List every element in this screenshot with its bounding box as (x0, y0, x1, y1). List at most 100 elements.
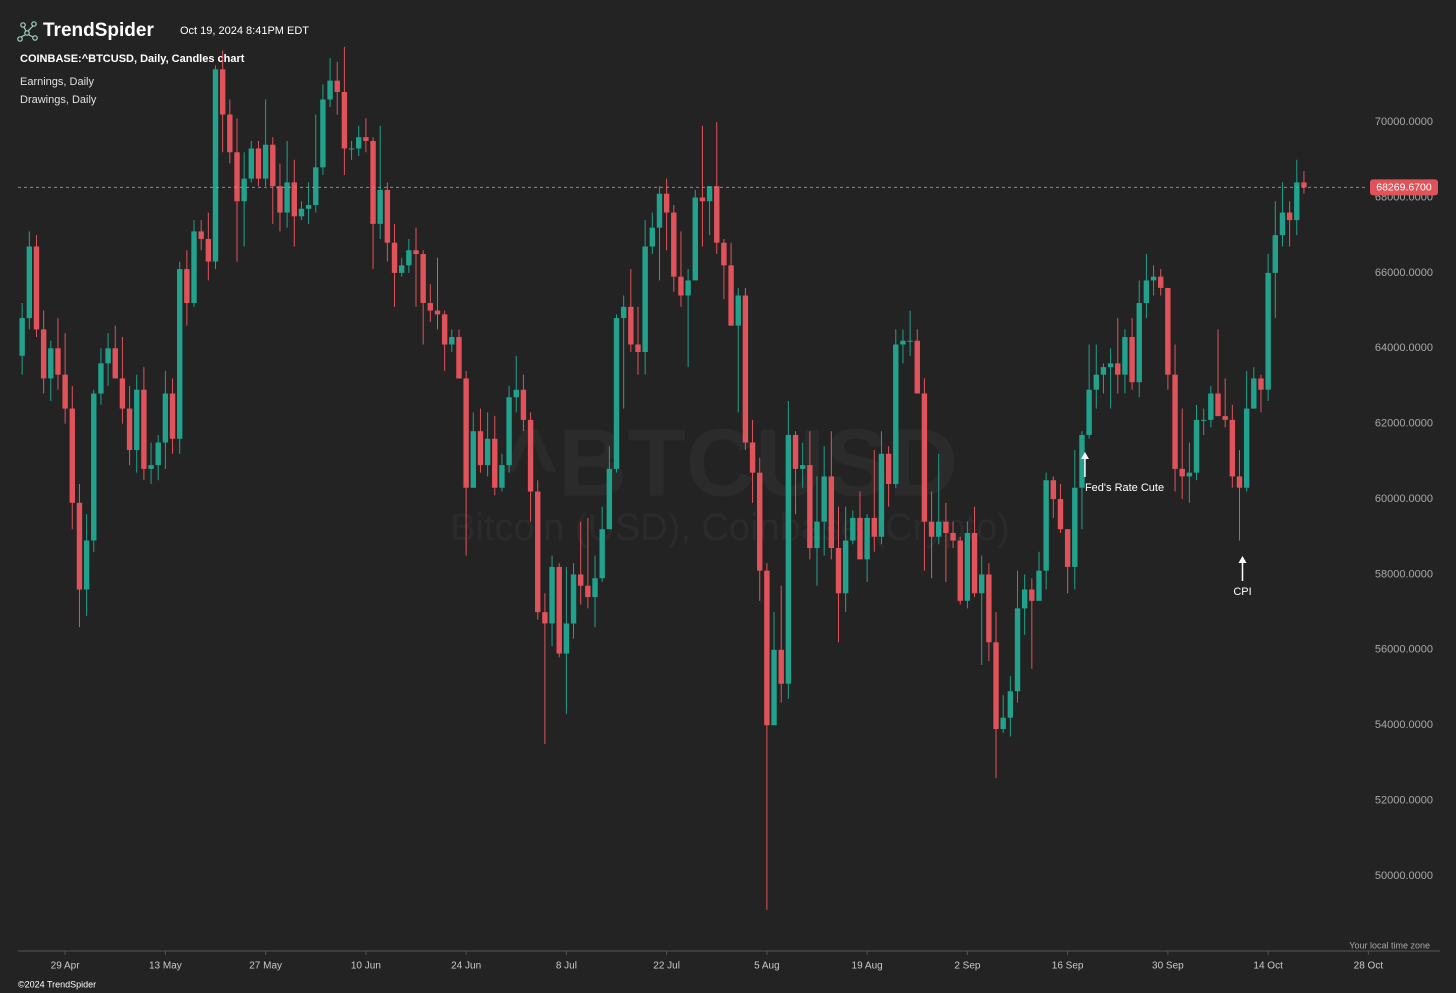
candle-body (993, 642, 999, 729)
x-tick-label: 5 Aug (754, 961, 780, 972)
candle-body (885, 453, 892, 484)
candle-body (1286, 212, 1293, 221)
candle-body (270, 144, 276, 187)
candle-body (928, 521, 935, 537)
candle-body (1129, 336, 1135, 383)
candle-body (327, 80, 333, 100)
candle-body (305, 205, 312, 209)
candle-body (527, 419, 534, 492)
candle-body (692, 197, 698, 281)
y-tick-label: 52000.0000 (1375, 795, 1433, 807)
candle-body (663, 193, 670, 213)
candle-body (1029, 589, 1035, 601)
candle-body (356, 137, 362, 149)
candle-body (456, 336, 462, 379)
logo-icon (17, 21, 38, 42)
candle-body (162, 393, 169, 443)
candle-body (434, 310, 441, 315)
candle-body (936, 521, 942, 537)
x-tick-label: 2 Sep (954, 961, 981, 972)
candle-body (398, 265, 405, 273)
candle-body (1079, 434, 1085, 488)
candle-body (477, 431, 484, 466)
candle-body (807, 465, 813, 549)
y-tick-label: 66000.0000 (1375, 267, 1433, 279)
timestamp: Oct 19, 2024 8:41PM EDT (180, 25, 309, 37)
watermark-name: Bitcoin (USD), Coinbase (Crypto) (450, 507, 1010, 549)
x-tick-label: 30 Sep (1152, 961, 1184, 972)
candle-body (1200, 419, 1207, 421)
x-tick-label: 14 Oct (1253, 961, 1283, 972)
candle-body (599, 529, 605, 579)
candle-body (48, 348, 54, 379)
candle-body (406, 250, 412, 266)
brand: TrendSpider (43, 20, 154, 41)
candle-body (241, 178, 247, 202)
candle-body (835, 548, 842, 594)
candle-body (921, 393, 928, 522)
candle-body (1000, 717, 1006, 729)
candle-body (413, 250, 419, 255)
candle-body (907, 340, 913, 342)
candle-body (155, 442, 161, 466)
candle-body (964, 532, 971, 601)
candle-body (850, 517, 856, 541)
candle-body (484, 438, 491, 466)
candle-body (771, 649, 777, 726)
candle-body (1115, 363, 1121, 375)
candle-body (492, 438, 498, 488)
candle-body (1179, 468, 1185, 477)
candle-body (449, 336, 455, 345)
candle-body (119, 378, 126, 409)
candle-body (979, 574, 985, 594)
candle-body (578, 574, 584, 586)
last-price-label: 68269.6700 (1376, 182, 1432, 194)
candle-body (1036, 570, 1042, 601)
candle-body (248, 148, 255, 179)
annotation-text: Fed's Rate Cute (1085, 482, 1164, 494)
candle-body (427, 303, 434, 311)
candle-body (520, 389, 527, 420)
candle-body (1072, 487, 1078, 567)
candle-body (635, 344, 641, 353)
candle-body (642, 246, 648, 353)
candle-body (320, 99, 326, 168)
candle-body (1243, 408, 1250, 488)
candle-body (141, 389, 147, 469)
candle-body (1193, 419, 1200, 473)
candle-body (1301, 182, 1307, 188)
candle-body (284, 182, 290, 213)
candle-body (628, 306, 634, 345)
candle-body (1064, 529, 1071, 567)
candle-body (176, 269, 183, 439)
candle-body (1136, 303, 1142, 383)
candle-body (377, 189, 383, 224)
x-tick-label: 10 Jun (351, 961, 381, 972)
candle-body (1279, 212, 1286, 236)
candle-body (742, 295, 749, 443)
candle-body (1086, 389, 1092, 435)
candle-body (785, 434, 792, 684)
candle-body (348, 148, 355, 150)
candle-body (1265, 272, 1271, 390)
candle-body (914, 340, 920, 394)
candle-body (255, 148, 262, 179)
candle-body (1158, 276, 1164, 288)
candle-body (864, 517, 870, 560)
candle-body (1122, 336, 1128, 375)
candle-body (262, 144, 269, 179)
candle-body (1100, 367, 1107, 375)
candle-body (943, 521, 949, 533)
candle-body (391, 242, 398, 273)
chart-label: COINBASE:^BTCUSD, Daily, Candles chart (20, 53, 245, 65)
candle-body (1014, 608, 1021, 692)
candle-body (1143, 280, 1150, 304)
candle-body (40, 329, 47, 379)
candle-body (1294, 182, 1300, 221)
candle-body (971, 532, 978, 594)
candle-body (900, 340, 906, 345)
candle-body (98, 363, 104, 394)
last-price-box (1370, 179, 1438, 196)
candle-body (212, 69, 219, 262)
